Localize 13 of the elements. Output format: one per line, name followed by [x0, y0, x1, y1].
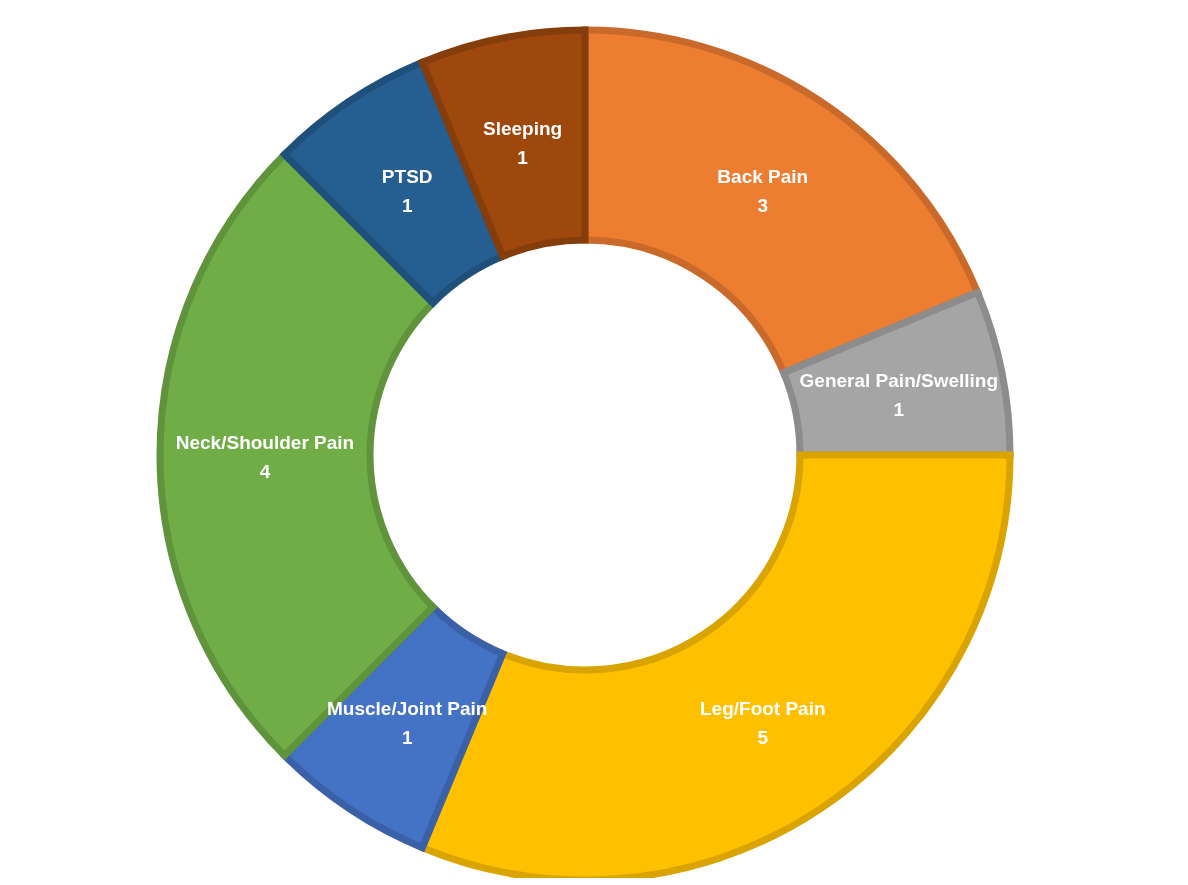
slice-label: Sleeping: [482, 118, 563, 140]
data-label: 1: [893, 398, 905, 420]
data-label: 5: [757, 727, 769, 749]
data-label: 1: [401, 727, 413, 749]
slice-label: Leg/Foot Pain: [699, 698, 826, 720]
slice-label: PTSD: [381, 165, 433, 187]
data-label: 1: [517, 147, 529, 169]
slice-label: General Pain/Swelling: [799, 369, 999, 391]
data-label: 3: [757, 194, 769, 216]
data-label: 1: [401, 194, 413, 216]
slice-label: Back Pain: [717, 165, 809, 187]
slice-label: Neck/Shoulder Pain: [175, 432, 355, 453]
data-label: 4: [259, 461, 271, 482]
